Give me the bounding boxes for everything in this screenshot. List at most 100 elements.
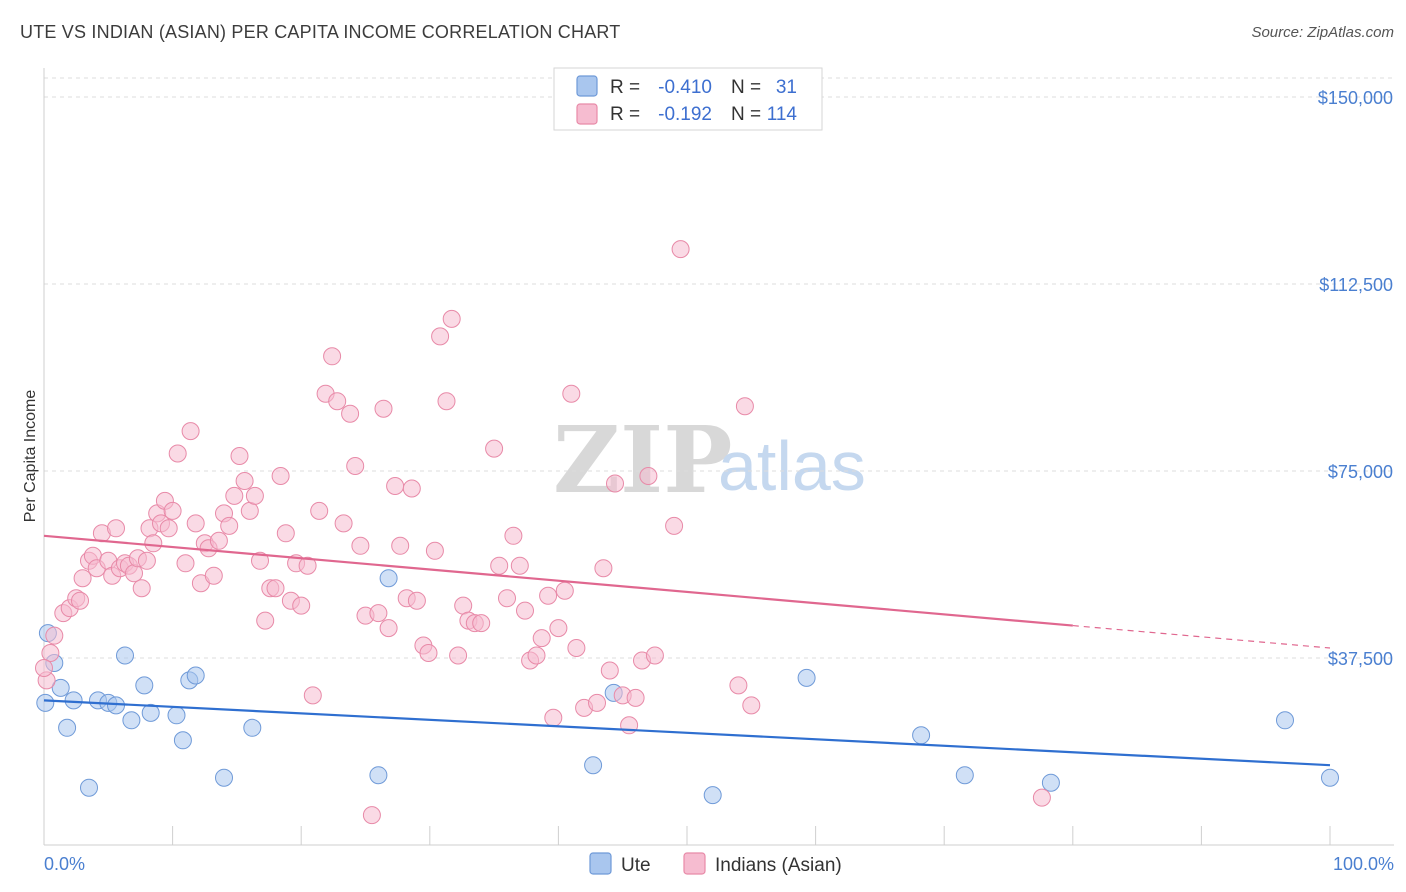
- indians-asian-point: [323, 347, 342, 366]
- ute-point: [243, 718, 262, 737]
- x-tick-max: 100.0%: [1333, 854, 1394, 874]
- points-layer: [35, 240, 1339, 825]
- grid-layer: $37,500 $75,000 $112,500 $150,000: [44, 77, 1394, 669]
- ute-point: [584, 756, 603, 775]
- indians-asian-point: [186, 514, 205, 533]
- y-tick-label: $75,000: [1328, 462, 1393, 482]
- indians-asian-point: [125, 564, 143, 583]
- indians-asian-point: [204, 566, 223, 585]
- y-axis-label: Per Capita Income: [22, 390, 39, 523]
- indians-asian-point: [144, 534, 163, 553]
- indians-asian-point: [402, 479, 421, 498]
- ute-point: [1321, 768, 1339, 787]
- indians-asian-point: [555, 581, 574, 600]
- indians-asian-point: [539, 586, 558, 605]
- indians-asian-point: [181, 422, 200, 441]
- legend-swatch-indians-asian: [576, 103, 598, 125]
- indians-asian-point: [176, 554, 195, 573]
- legend-n-label-ute: N =: [731, 77, 761, 98]
- bottom-legend-swatch-ute: [589, 852, 612, 875]
- legend-n-value-ute: 31: [776, 77, 797, 98]
- indians-asian-point: [298, 556, 317, 575]
- indians-asian-point: [310, 501, 329, 520]
- indians-asian-point: [742, 696, 761, 715]
- indians-asian-point: [588, 693, 606, 712]
- bottom-legend-swatch-indians-asian: [683, 852, 706, 875]
- ute-trend-line: [43, 699, 1331, 767]
- indians-asian-point: [209, 531, 228, 550]
- indians-asian-point: [362, 806, 381, 825]
- indians-asian-point: [163, 501, 182, 520]
- indians-asian-point: [639, 467, 658, 485]
- indians-asian-point: [292, 596, 311, 615]
- indians-asian-point: [45, 626, 64, 645]
- indians-asian-point: [334, 514, 353, 533]
- indians-asian-point: [303, 686, 322, 705]
- indians-asian-point: [346, 457, 365, 475]
- series-legend: Ute Indians (Asian): [589, 852, 842, 876]
- ute-point: [215, 768, 233, 787]
- indians-asian-point: [562, 384, 581, 403]
- indians-asian-point: [386, 477, 405, 495]
- indians-asian-point: [168, 444, 187, 463]
- indians-asian-point: [391, 536, 410, 555]
- ute-point: [116, 646, 134, 665]
- indians-asian-point: [266, 579, 285, 598]
- indians-asian-point: [276, 524, 295, 543]
- ute-point: [141, 703, 160, 722]
- indians-asian-point: [498, 589, 516, 608]
- indians-asian-point: [245, 486, 264, 505]
- indians-asian-point: [544, 708, 563, 727]
- indians-asian-point: [671, 240, 690, 259]
- indians-asian-point: [271, 467, 290, 485]
- indians-asian-point: [351, 536, 370, 555]
- indians-asian-point: [419, 644, 438, 662]
- x-tick-min: 0.0%: [44, 854, 85, 874]
- indians-asian-point: [431, 327, 450, 346]
- indians-asian-point: [729, 676, 748, 695]
- bottom-legend-label-indians-asian: Indians (Asian): [715, 855, 842, 876]
- ute-point: [1041, 773, 1060, 792]
- indians-asian-point: [256, 611, 275, 630]
- legend-r-value-indians: -0.192: [658, 104, 712, 125]
- indians-asian-point: [735, 397, 754, 416]
- correlation-legend: R = -0.410 N = 31 R = -0.192 N = 114: [553, 67, 823, 131]
- ute-point: [167, 706, 186, 725]
- legend-r-label-indians: R =: [610, 104, 640, 125]
- indians-asian-point: [549, 619, 568, 638]
- indians-asian-point: [454, 596, 473, 615]
- indians-asian-point: [594, 559, 613, 578]
- indians-asian-point: [41, 644, 60, 662]
- ute-point: [703, 786, 722, 805]
- indians-asian-point: [510, 556, 529, 575]
- axis-layer: [43, 68, 1394, 846]
- indians-asian-point: [600, 661, 619, 680]
- indians-asian-point: [490, 556, 509, 575]
- chart-source: Source: ZipAtlas.com: [1251, 24, 1394, 41]
- bottom-legend-label-ute: Ute: [621, 855, 651, 876]
- indians-asian-point: [379, 619, 398, 638]
- indians-asian-point: [132, 579, 151, 598]
- ute-point: [122, 711, 141, 730]
- indians-asian-point: [527, 646, 546, 665]
- indians-asian-point: [567, 639, 586, 657]
- indians-asian-point: [240, 501, 259, 520]
- indians-asian-trend-extension: [1072, 624, 1331, 649]
- ute-point: [912, 726, 931, 745]
- indians-asian-point: [341, 404, 360, 423]
- indians-asian-trend-line: [43, 534, 1073, 627]
- indians-asian-point: [230, 447, 249, 465]
- indians-asian-point: [35, 659, 53, 677]
- ute-point: [186, 666, 205, 685]
- indians-asian-point: [449, 646, 468, 665]
- indians-asian-point: [220, 516, 239, 535]
- indians-asian-point: [1032, 788, 1051, 807]
- chart-title: UTE VS INDIAN (ASIAN) PER CAPITA INCOME …: [20, 22, 621, 42]
- indians-asian-point: [71, 591, 89, 610]
- indians-asian-point: [225, 486, 244, 505]
- legend-swatch-ute: [576, 75, 598, 97]
- indians-asian-point: [251, 551, 269, 570]
- ute-point: [173, 731, 192, 750]
- indians-asian-point: [407, 591, 426, 610]
- indians-asian-point: [137, 551, 156, 570]
